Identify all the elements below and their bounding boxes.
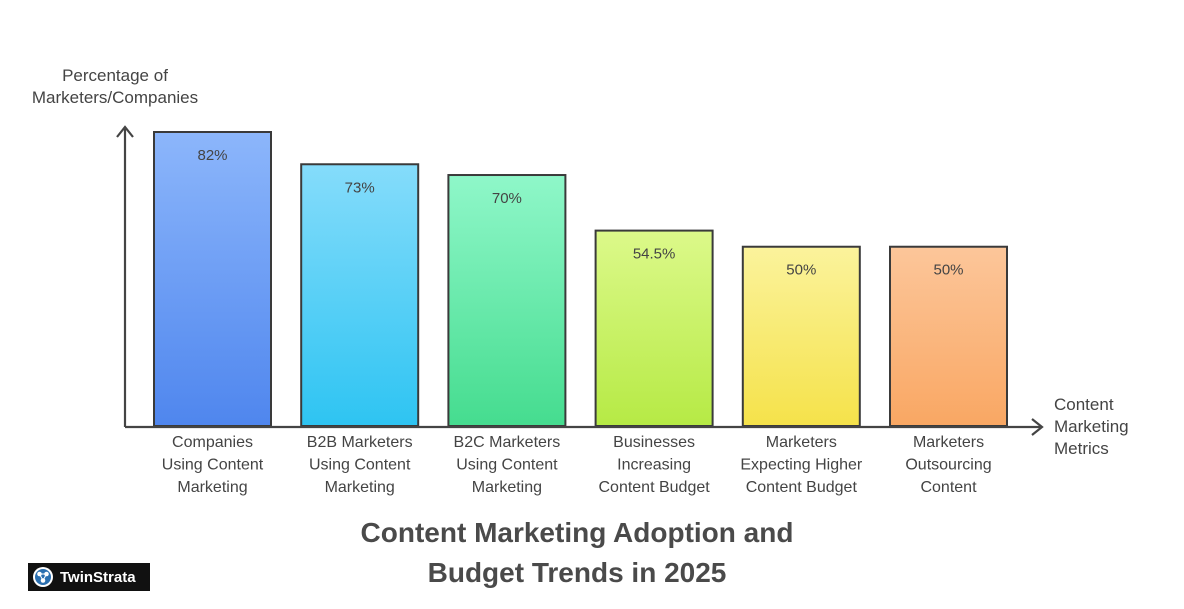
bar-value-label-6: 50% <box>933 262 963 279</box>
x-axis-label-line-3: Metrics <box>1054 439 1109 458</box>
bar-value-label-2: 73% <box>345 179 375 196</box>
x-axis-label-line-1: Content <box>1054 395 1114 414</box>
bar-3 <box>447 174 567 427</box>
bars-group <box>153 131 1008 428</box>
chart-title-line-1: Content Marketing Adoption and <box>360 517 794 548</box>
category-label-1: Companies Using Content Marketing <box>162 434 264 496</box>
chart-title: Content Marketing Adoption and Budget Tr… <box>277 513 877 593</box>
bar-value-label-4: 54.5% <box>633 246 676 263</box>
labels-group: 82% Companies Using Content Marketing 73% B2B… <box>162 147 992 496</box>
category-label-3: B2C Marketers Using Content Marketing <box>454 434 561 496</box>
y-axis-label: Percentage of Marketers/Companies <box>20 65 210 109</box>
y-axis-label-line-1: Percentage of <box>62 66 168 85</box>
bar-value-label-5: 50% <box>786 262 816 279</box>
y-axis-label-line-2: Marketers/Companies <box>31 88 199 107</box>
twinstrata-logo-icon <box>33 567 53 587</box>
category-label-2: B2B Marketers Using Content Marketing <box>307 434 413 496</box>
axes <box>116 125 1044 436</box>
bar-1 <box>153 131 272 427</box>
brand-badge: TwinStrata <box>28 563 150 591</box>
brand-name: TwinStrata <box>60 568 136 586</box>
category-label-4: Businesses Increasing Content Budget <box>598 434 710 496</box>
x-axis-arrow <box>1031 418 1044 436</box>
x-axis-label-line-2: Marketing <box>1054 417 1129 436</box>
bar-6 <box>889 245 1008 427</box>
x-axis-label: Content Marketing Metrics <box>1054 394 1174 460</box>
category-label-6: Marketers Outsourcing Content <box>905 434 991 496</box>
bar-value-label-1: 82% <box>197 147 227 164</box>
category-label-5: Marketers Expecting Higher Content Budget <box>740 434 863 496</box>
y-axis-arrow <box>116 125 134 138</box>
bar-4 <box>594 229 714 427</box>
bar-value-label-3: 70% <box>492 190 522 207</box>
bar-2 <box>300 163 420 428</box>
chart-title-line-2: Budget Trends in 2025 <box>427 557 727 588</box>
